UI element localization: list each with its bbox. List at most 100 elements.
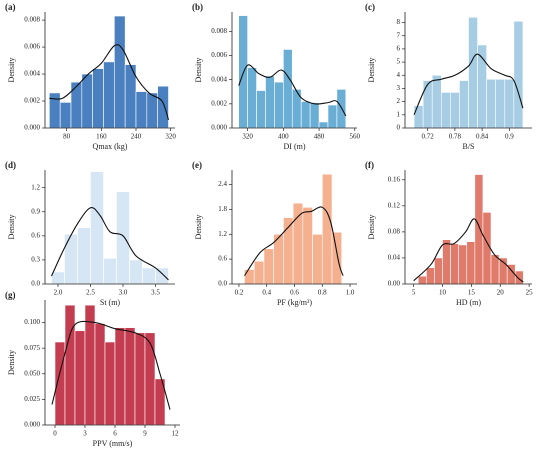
bar (116, 191, 130, 285)
x-axis-label: HD (m) (456, 298, 481, 307)
bar (318, 121, 329, 129)
y-tick-label: 0.025 (24, 395, 40, 403)
x-tick-label: 480 (314, 133, 325, 141)
x-tick-label: 560 (350, 133, 361, 141)
y-tick-label: 1 (397, 110, 401, 118)
bar (134, 332, 146, 426)
bar (274, 81, 284, 129)
y-tick-label: 0.004 (24, 70, 40, 78)
bar (504, 78, 515, 129)
bar (155, 267, 169, 285)
bar (426, 267, 435, 285)
bar (458, 244, 468, 285)
bar (157, 85, 169, 129)
panel-label: (e) (192, 160, 202, 170)
panel-label: (f) (365, 160, 374, 170)
bar (104, 341, 116, 426)
bar (440, 92, 451, 129)
x-tick-label: 80 (63, 133, 71, 141)
kde-line (238, 64, 347, 117)
bar (300, 101, 311, 129)
bar (70, 81, 83, 129)
bar (92, 68, 104, 129)
bar (474, 174, 484, 285)
x-tick-label: 0.2 (235, 289, 244, 297)
x-axis-label: B/S (462, 142, 474, 151)
panel-label: (d) (5, 160, 16, 170)
bar (114, 15, 126, 129)
x-tick-label: 10 (439, 289, 447, 297)
x-tick-label: 240 (131, 133, 142, 141)
bar (292, 202, 304, 285)
panel-label: (b) (192, 2, 203, 12)
x-tick-label: 320 (165, 133, 176, 141)
y-tick-label: 5 (397, 58, 401, 66)
x-axis-label: PPV (mm/s) (93, 439, 133, 448)
x-tick-label: 400 (278, 133, 289, 141)
panel-label: (c) (365, 2, 375, 12)
bar (103, 258, 117, 285)
x-tick-label: 0.4 (262, 289, 271, 297)
x-tick-label: 15 (468, 289, 476, 297)
bar (321, 173, 333, 285)
y-tick-label: 0.008 (24, 16, 40, 24)
y-tick-label: 1.8 (218, 205, 227, 213)
bar (84, 304, 96, 426)
y-axis-label: Density (7, 58, 16, 83)
y-tick-label: 0.16 (388, 175, 401, 183)
y-tick-label: 0.0 (31, 280, 40, 288)
bar (431, 74, 442, 129)
kde-line (244, 206, 344, 277)
x-tick-label: 2.0 (54, 289, 63, 297)
bar (54, 341, 66, 426)
bar (124, 327, 136, 426)
bar (468, 16, 478, 129)
y-axis-label: Density (367, 215, 376, 240)
bar (144, 332, 156, 426)
x-tick-label: 0.8 (318, 289, 327, 297)
y-tick-label: 0.006 (211, 51, 227, 59)
x-axis-label: DI (m) (284, 142, 306, 151)
y-axis-label: Density (7, 350, 16, 375)
y-tick-label: 0.100 (24, 318, 40, 326)
x-axis-label: St (m) (100, 298, 121, 307)
x-tick-label: 12 (172, 430, 180, 438)
y-tick-label: 6 (397, 45, 401, 53)
bar (283, 49, 293, 129)
panel-label: (a) (5, 2, 16, 12)
panel-label: (g) (5, 290, 16, 300)
bar (146, 92, 158, 129)
y-axis-label: Density (194, 58, 203, 83)
bar (247, 67, 257, 129)
x-tick-label: 6 (113, 430, 117, 438)
bar (331, 231, 343, 285)
bar (513, 20, 524, 129)
bar (90, 171, 104, 285)
kde-line (51, 320, 171, 410)
bar (450, 92, 460, 129)
y-tick-label: 8 (397, 18, 401, 26)
bar (77, 227, 91, 285)
kde-line (413, 53, 524, 116)
y-tick-label: 4 (397, 71, 401, 79)
bar (327, 104, 338, 129)
bar (312, 233, 323, 285)
y-axis-label: Density (367, 58, 376, 83)
y-tick-label: 0.050 (24, 369, 40, 377)
x-tick-label: 0.78 (449, 133, 462, 141)
bar (142, 267, 156, 285)
y-axis-label: Density (7, 215, 16, 240)
bar (129, 259, 143, 285)
y-tick-label: 0.12 (388, 201, 401, 209)
x-tick-label: 5 (412, 289, 416, 297)
x-tick-label: 160 (96, 133, 107, 141)
x-axis-label: PF (kg/m³) (277, 298, 312, 307)
y-tick-label: 0.000 (24, 421, 40, 429)
y-tick-label: 0.3 (31, 256, 40, 264)
bar (490, 254, 500, 285)
y-tick-label: 0.000 (24, 124, 40, 132)
x-tick-label: 320 (242, 133, 253, 141)
y-tick-label: 0.075 (24, 344, 40, 352)
y-tick-label: 3 (397, 84, 401, 92)
